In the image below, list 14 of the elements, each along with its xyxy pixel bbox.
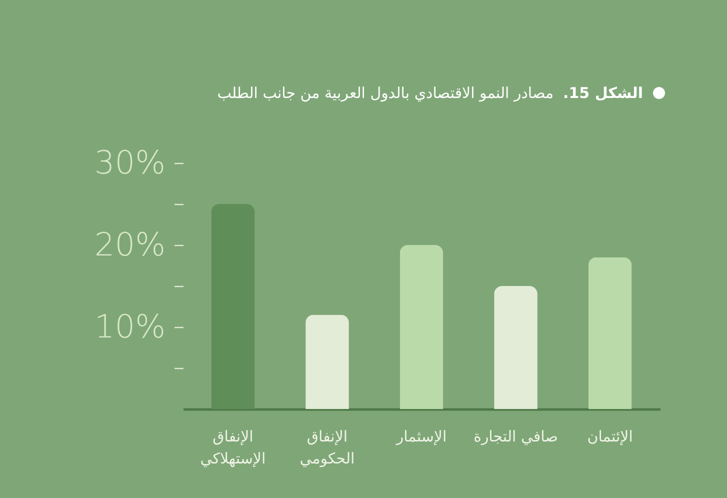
x-tick-label: الإنفاق الإستهلاكي: [200, 428, 266, 468]
bar: [588, 257, 632, 409]
bar: [400, 245, 444, 409]
x-tick-label: الإئتمان: [587, 428, 633, 446]
bar: [306, 314, 349, 409]
y-tick-label: 30%: [94, 144, 166, 182]
x-tick-label: الإسثمار: [395, 428, 447, 446]
x-tick-label: الإنفاق الحكومي: [300, 428, 355, 468]
y-tick-label: 10%: [94, 308, 166, 346]
x-tick-label: صافي التجارة: [474, 428, 558, 446]
y-tick-label: 20%: [94, 226, 166, 264]
chart-title: الشكل 15. مصادر النمو الاقتصادي بالدول العربية من جانب الطلب: [217, 84, 644, 102]
bar: [494, 286, 538, 409]
bar: [211, 204, 255, 409]
